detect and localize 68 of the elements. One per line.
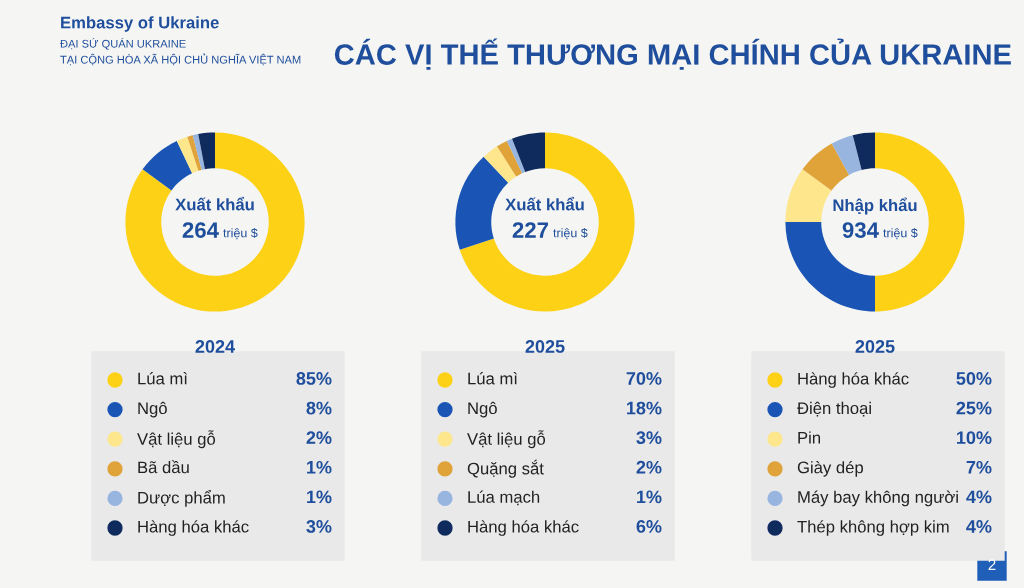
data-label: 85% <box>296 372 332 385</box>
legend-label: Hàng hóa khác <box>798 372 909 388</box>
text: 2024 <box>195 340 235 353</box>
donut-slice <box>506 138 526 174</box>
legend-label: Lúa mì <box>138 372 187 385</box>
legend-label: Dược phẩm <box>138 489 225 507</box>
donut-slice <box>459 132 635 312</box>
legend-label: Vật liệu gỗ <box>467 430 546 449</box>
donut-slice <box>142 140 193 191</box>
legend-label: Thép không hợp kim <box>797 520 949 536</box>
text: 227 <box>512 222 549 238</box>
data-label: 10% <box>957 431 992 445</box>
legend-label: Hàng hóa khác <box>468 520 579 536</box>
legend-label: Pin <box>798 431 821 444</box>
text: 2025 <box>525 340 565 353</box>
data-label: 3% <box>636 431 662 445</box>
legend-label: Vật liệu gỗ <box>137 430 216 449</box>
donut-slice <box>187 135 202 171</box>
legend-label: Giày dép <box>797 460 864 477</box>
text: Xuất khẩu <box>505 196 584 211</box>
legend-label: Lúa mì <box>468 372 517 385</box>
data-label: 70% <box>626 372 662 385</box>
donut-slice <box>483 146 517 183</box>
text: TẠI CỘNG HÒA XÃ HỘI CHỦ NGHĨA VIỆT NAM <box>60 53 301 66</box>
data-label: 6% <box>636 520 662 533</box>
data-label: 4% <box>966 490 992 504</box>
text: Embassy of Ukraine <box>61 16 219 32</box>
text: 2025 <box>855 340 895 353</box>
text: 264 <box>182 222 219 238</box>
legend-label: Ngô <box>468 401 497 418</box>
data-label: 1% <box>307 460 332 474</box>
donut-slice <box>785 169 832 222</box>
donut-slice <box>852 132 875 170</box>
legend-label: Quặng sắt <box>467 459 544 478</box>
legend-label: Bã dầu <box>138 460 189 474</box>
data-label: 1% <box>307 490 332 504</box>
data-label: 7% <box>966 460 992 474</box>
data-label: 50% <box>956 372 992 385</box>
donut-slice <box>496 140 523 177</box>
donut-slice <box>192 133 205 170</box>
donut-slice <box>831 135 862 175</box>
text: Nhập khẩu <box>833 197 917 215</box>
text: CÁC VỊ THẾ THƯƠNG MẠI CHÍNH CỦA UKRAINE <box>334 38 1011 70</box>
legend-label: Ngô <box>138 401 167 418</box>
legend-label: Máy bay không người <box>798 490 958 507</box>
data-label: 1% <box>637 490 662 504</box>
legend-label: Lúa mạch <box>468 490 540 506</box>
text: 934 <box>842 222 879 238</box>
text: ĐẠI SỨ QUÁN UKRAINE <box>60 37 186 50</box>
text: Xuất khẩu <box>175 196 254 211</box>
text: triệu $ <box>223 227 258 240</box>
text: triệu $ <box>553 227 588 240</box>
data-label: 4% <box>966 520 992 533</box>
legend-label: Hàng hóa khác <box>138 520 249 536</box>
donut-slice <box>512 132 545 173</box>
data-label: 2% <box>306 431 332 445</box>
data-label: 3% <box>306 520 332 533</box>
data-label: 2% <box>636 460 662 474</box>
legend-label: Điện thoại <box>797 401 871 417</box>
text: triệu $ <box>883 227 918 240</box>
data-label: 18% <box>627 401 662 415</box>
donut-slice <box>198 132 215 170</box>
donut-slice <box>125 132 305 312</box>
donut-slice <box>802 143 850 191</box>
data-label: 25% <box>956 401 992 415</box>
data-label: 8% <box>306 401 332 415</box>
text: 2 <box>988 559 996 570</box>
donut-slice <box>176 136 199 174</box>
